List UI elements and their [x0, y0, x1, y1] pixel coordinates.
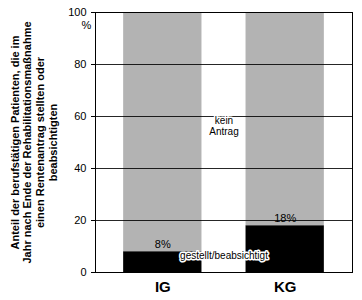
svg-text:KG: KG — [274, 278, 297, 295]
svg-text:80: 80 — [74, 58, 86, 70]
svg-text:40: 40 — [74, 162, 86, 174]
svg-text:keinAntrag: keinAntrag — [209, 115, 238, 137]
svg-text:100: 100 — [68, 6, 86, 18]
svg-text:8%: 8% — [155, 238, 171, 250]
svg-text:18%: 18% — [274, 212, 296, 224]
svg-text:60: 60 — [74, 110, 86, 122]
svg-text:20: 20 — [74, 214, 86, 226]
svg-text:Anteil der berufstätigen Patie: Anteil der berufstätigen Patienten, die … — [9, 21, 59, 263]
svg-text:gestellt/beabsichtigt: gestellt/beabsichtigt — [180, 250, 268, 261]
svg-text:%: % — [82, 19, 92, 31]
svg-text:IG: IG — [155, 278, 171, 295]
svg-text:0: 0 — [80, 266, 86, 278]
